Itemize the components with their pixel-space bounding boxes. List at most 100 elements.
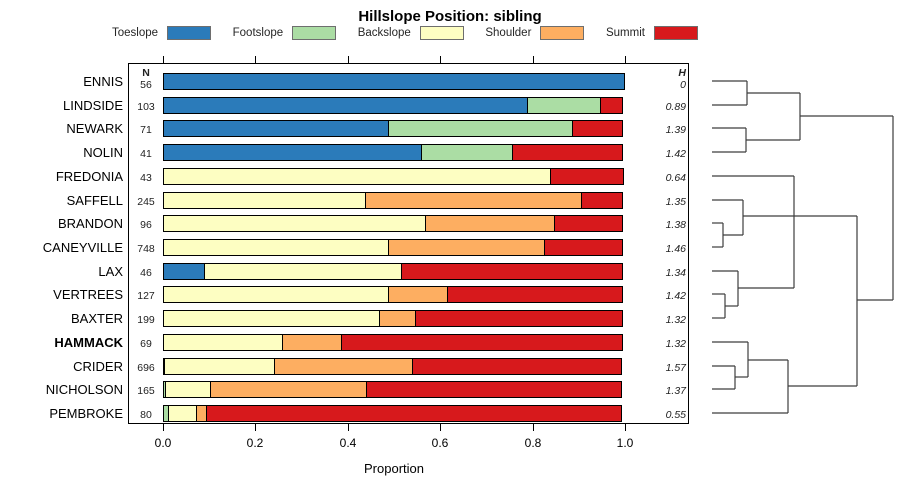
bar-row-ennis [163, 73, 625, 90]
bar-segment-backslope [168, 405, 197, 422]
x-tick-bottom-0.8 [533, 424, 534, 431]
legend-item-backslope: Backslope [358, 26, 464, 40]
x-tick-label-0.2: 0.2 [246, 436, 264, 450]
x-tick-bottom-0.6 [440, 424, 441, 431]
x-tick-top-1.0 [625, 56, 626, 63]
series-label-newark: NEWARK [66, 121, 123, 136]
bar-row-caneyville [163, 239, 623, 256]
bar-segment-summit [550, 168, 624, 185]
h-value-saffell: 1.35 [665, 196, 686, 208]
legend-item-toeslope: Toeslope [112, 26, 212, 40]
bar-segment-toeslope [163, 144, 422, 161]
bar-segment-shoulder [274, 358, 413, 375]
legend-swatch-toeslope [167, 26, 212, 40]
legend-swatch-backslope [419, 26, 464, 40]
bar-segment-backslope [163, 286, 389, 303]
series-label-vertrees: VERTREES [53, 287, 123, 302]
x-tick-bottom-0.4 [348, 424, 349, 431]
bar-segment-shoulder [425, 215, 555, 232]
legend-swatch-summit [653, 26, 698, 40]
series-label-pembroke: PEMBROKE [49, 406, 123, 421]
bar-row-pembroke [163, 405, 622, 422]
bar-segment-shoulder [282, 334, 342, 351]
bar-segment-shoulder [365, 192, 582, 209]
bar-row-nicholson [163, 381, 622, 398]
series-label-saffell: SAFFELL [66, 193, 123, 208]
h-value-lax: 1.34 [665, 267, 686, 279]
bar-segment-toeslope [163, 120, 389, 137]
bar-row-crider [163, 358, 622, 375]
bar-row-saffell [163, 192, 623, 209]
x-axis-title: Proportion [364, 461, 424, 476]
h-value-brandon: 1.38 [665, 219, 686, 231]
n-value-ennis: N 56 [131, 67, 161, 91]
bar-segment-backslope [163, 168, 551, 185]
h-value-nolin: 1.42 [665, 148, 686, 160]
bar-segment-summit [447, 286, 623, 303]
legend: Toeslope Footslope Backslope Shoulder Summit [112, 26, 698, 40]
bar-row-nolin [163, 144, 623, 161]
bar-segment-shoulder [379, 310, 416, 327]
bar-segment-toeslope [163, 73, 625, 90]
h-value-nicholson: 1.37 [665, 385, 686, 397]
legend-swatch-footslope [292, 26, 337, 40]
n-value-baxter: 199 [137, 314, 155, 326]
h-value-baxter: 1.32 [665, 314, 686, 326]
n-value: 56 [140, 79, 152, 91]
x-tick-top-0.6 [440, 56, 441, 63]
legend-item-footslope: Footslope [233, 26, 337, 40]
legend-swatch-shoulder [540, 26, 585, 40]
h-value-pembroke: 0.55 [665, 409, 686, 421]
series-label-hammack: HAMMACK [54, 335, 123, 350]
n-value-hammack: 69 [140, 338, 152, 350]
h-value: 0 [680, 79, 686, 91]
legend-label-summit: Summit [605, 27, 645, 39]
bar-segment-backslope [204, 263, 402, 280]
n-value-vertrees: 127 [137, 290, 155, 302]
bar-segment-summit [206, 405, 622, 422]
x-tick-top-0.4 [348, 56, 349, 63]
x-tick-bottom-0.2 [255, 424, 256, 431]
bar-row-hammack [163, 334, 623, 351]
bar-segment-backslope [165, 381, 211, 398]
n-value-nicholson: 165 [137, 385, 155, 397]
x-tick-label-0.8: 0.8 [524, 436, 542, 450]
cluster-dendrogram [712, 80, 894, 414]
bar-segment-backslope [163, 192, 366, 209]
bar-row-lax [163, 263, 623, 280]
bar-segment-summit [554, 215, 623, 232]
series-label-brandon: BRANDON [57, 216, 123, 231]
legend-label-shoulder: Shoulder [485, 27, 532, 39]
legend-label-backslope: Backslope [357, 27, 411, 39]
n-value-fredonia: 43 [140, 172, 152, 184]
series-label-ennis: ENNIS [83, 74, 123, 89]
bar-segment-summit [581, 192, 623, 209]
series-label-crider: CRIDER [73, 359, 123, 374]
x-tick-label-1.0: 1.0 [616, 436, 634, 450]
bar-segment-backslope [164, 358, 275, 375]
x-tick-top-0.8 [533, 56, 534, 63]
n-value-crider: 696 [137, 362, 155, 374]
x-tick-label-0.6: 0.6 [431, 436, 449, 450]
bar-row-brandon [163, 215, 623, 232]
bar-segment-summit [415, 310, 623, 327]
bar-segment-shoulder [388, 286, 448, 303]
h-column-header: H [678, 67, 686, 79]
bar-segment-toeslope [163, 263, 205, 280]
series-label-caneyville: CANEYVILLE [42, 240, 123, 255]
bar-segment-footslope [388, 120, 573, 137]
h-value-newark: 1.39 [665, 124, 686, 136]
bar-row-vertrees [163, 286, 623, 303]
bar-segment-summit [544, 239, 623, 256]
bar-segment-summit [600, 97, 623, 114]
legend-label-toeslope: Toeslope [112, 27, 159, 39]
n-value-brandon: 96 [140, 219, 152, 231]
legend-item-summit: Summit [606, 26, 698, 40]
n-value-caneyville: 748 [137, 243, 155, 255]
bar-segment-backslope [163, 239, 389, 256]
h-value-fredonia: 0.64 [665, 172, 686, 184]
series-label-fredonia: FREDONIA [55, 169, 123, 184]
n-value-lindside: 103 [137, 101, 155, 113]
